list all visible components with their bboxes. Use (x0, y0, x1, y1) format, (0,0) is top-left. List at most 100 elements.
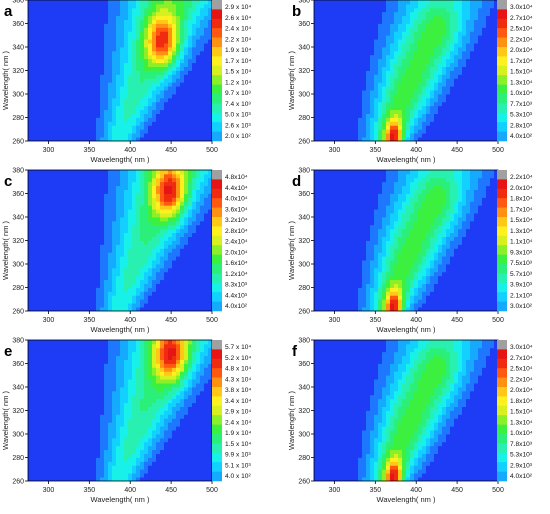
heatmap-cell (40, 54, 45, 60)
heatmap-cell (172, 287, 177, 292)
heatmap-cell (104, 50, 109, 56)
heatmap-cell (152, 137, 157, 141)
heatmap-cell (490, 101, 495, 107)
heatmap-cell (132, 181, 137, 187)
heatmap-cell (112, 11, 117, 17)
heatmap-cell (80, 287, 85, 292)
heatmap-cell (84, 27, 89, 32)
heatmap-cell (156, 7, 161, 13)
heatmap-cell (108, 90, 113, 95)
heatmap-cell (326, 58, 331, 64)
heatmap-cell (342, 31, 347, 36)
heatmap-cell (402, 31, 407, 36)
heatmap-cell (72, 283, 77, 288)
heatmap-cell (454, 58, 459, 64)
heatmap-cell (120, 209, 125, 214)
heatmap-cell (100, 260, 105, 265)
heatmap-cell (446, 19, 451, 24)
heatmap-cell (422, 82, 427, 87)
heatmap-cell (84, 82, 89, 87)
heatmap-cell (120, 217, 125, 222)
heatmap-cell (204, 109, 209, 114)
heatmap-cell (160, 90, 165, 95)
heatmap-cell (120, 101, 125, 107)
heatmap-cell (168, 264, 173, 269)
heatmap-cell (88, 205, 93, 210)
heatmap-cell (160, 291, 165, 296)
heatmap-cell (160, 70, 165, 75)
heatmap-cell (176, 260, 181, 265)
heatmap-cell (124, 267, 129, 273)
heatmap-cell (430, 43, 435, 48)
heatmap-cell (390, 86, 395, 91)
heatmap-cell (88, 224, 93, 230)
heatmap-cell (478, 3, 483, 9)
heatmap-cell (326, 105, 331, 111)
heatmap-cell (108, 220, 113, 226)
heatmap-cell (72, 271, 77, 277)
heatmap-cell (418, 121, 423, 126)
heatmap-cell (140, 137, 145, 141)
heatmap-cell (136, 31, 141, 36)
heatmap-cell (470, 94, 475, 99)
heatmap-cell (100, 117, 105, 122)
heatmap-cell (172, 256, 177, 261)
heatmap-cell (180, 94, 185, 99)
heatmap-cell (40, 23, 45, 28)
heatmap-cell (398, 39, 403, 44)
heatmap-cell (152, 291, 157, 296)
heatmap-cell (52, 137, 57, 141)
heatmap-cell (140, 7, 145, 13)
heatmap-cell (100, 7, 105, 13)
heatmap-cell (160, 62, 165, 67)
heatmap-cell (40, 185, 45, 190)
heatmap-cell (318, 105, 323, 111)
heatmap-cell (486, 137, 491, 141)
heatmap-cell (422, 15, 427, 20)
heatmap-cell (36, 275, 41, 281)
heatmap-cell (124, 189, 129, 194)
heatmap-cell (378, 129, 383, 134)
heatmap-cell (28, 236, 33, 241)
heatmap-cell (160, 217, 165, 222)
heatmap-cell (56, 197, 61, 202)
heatmap-cell (32, 217, 37, 222)
heatmap-cell (164, 15, 169, 20)
heatmap-cell (192, 201, 197, 206)
heatmap-cell (188, 0, 193, 5)
heatmap-cell (184, 43, 189, 48)
heatmap-cell (422, 94, 427, 99)
heatmap-cell (494, 97, 498, 103)
heatmap-cell (104, 287, 109, 292)
heatmap-cell (100, 217, 105, 222)
heatmap-cell (192, 94, 197, 99)
heatmap-cell (346, 133, 351, 138)
heatmap-cell (68, 252, 73, 257)
heatmap-cell (446, 113, 451, 118)
heatmap-cell (318, 74, 323, 79)
heatmap-cell (52, 54, 57, 60)
heatmap-cell (386, 15, 391, 20)
heatmap-cell (494, 35, 498, 40)
heatmap-cell (192, 66, 197, 71)
heatmap-cell (40, 307, 45, 311)
heatmap-cell (60, 201, 65, 206)
heatmap-cell (326, 19, 331, 24)
heatmap-cell (128, 78, 133, 83)
heatmap-cell (422, 137, 427, 141)
heatmap-cell (104, 189, 109, 194)
heatmap-cell (56, 170, 61, 175)
heatmap-cell (32, 260, 37, 265)
heatmap-cell (482, 133, 487, 138)
heatmap-cell (386, 105, 391, 111)
heatmap-cell (204, 62, 209, 67)
heatmap-cell (52, 205, 57, 210)
heatmap-cell (136, 189, 141, 194)
heatmap-cell (418, 35, 423, 40)
heatmap-cell (152, 47, 157, 52)
heatmap-cell (60, 244, 65, 249)
heatmap-cell (168, 137, 173, 141)
heatmap-cell (184, 137, 189, 141)
heatmap-cell (120, 66, 125, 71)
heatmap-cell (148, 125, 153, 130)
